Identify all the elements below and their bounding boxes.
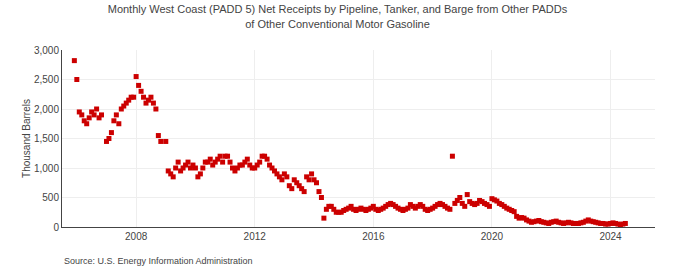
svg-text:2020: 2020 <box>481 231 504 242</box>
svg-text:2,000: 2,000 <box>34 104 59 115</box>
svg-text:2012: 2012 <box>244 231 267 242</box>
svg-text:0: 0 <box>53 222 59 233</box>
svg-text:Monthly West Coast (PADD 5) Ne: Monthly West Coast (PADD 5) Net Receipts… <box>108 3 568 29</box>
svg-text:1,000: 1,000 <box>34 163 59 174</box>
svg-text:500: 500 <box>42 192 59 203</box>
svg-text:1,500: 1,500 <box>34 133 59 144</box>
svg-text:2024: 2024 <box>599 231 622 242</box>
svg-text:Thousand Barrels: Thousand Barrels <box>21 99 32 178</box>
svg-text:2,500: 2,500 <box>34 74 59 85</box>
svg-text:2008: 2008 <box>125 231 148 242</box>
svg-text:2016: 2016 <box>362 231 385 242</box>
svg-text:3,000: 3,000 <box>34 45 59 56</box>
svg-text:Source: U.S. Energy Informatio: Source: U.S. Energy Information Administ… <box>64 256 253 266</box>
